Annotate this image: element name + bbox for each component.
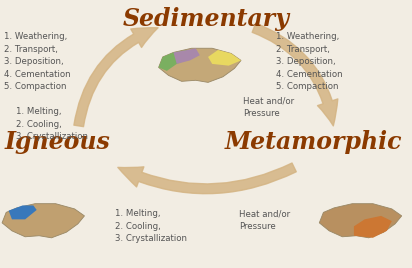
Text: Heat and/or
Pressure: Heat and/or Pressure [239,209,290,230]
Text: 1. Melting,
2. Cooling,
3. Crystallization: 1. Melting, 2. Cooling, 3. Crystallizati… [115,209,187,243]
Text: Igneous: Igneous [5,130,110,154]
Text: 1. Weathering,
2. Transport,
3. Deposition,
4. Cementation
5. Compaction: 1. Weathering, 2. Transport, 3. Depositi… [4,32,71,91]
FancyArrowPatch shape [252,23,338,126]
Text: Sedimentary: Sedimentary [122,7,290,31]
Text: 1. Weathering,
2. Transport,
3. Deposition,
4. Cementation
5. Compaction: 1. Weathering, 2. Transport, 3. Depositi… [276,32,343,91]
Polygon shape [9,205,37,219]
Text: 1. Melting,
2. Cooling,
3. Crystallization: 1. Melting, 2. Cooling, 3. Crystallizati… [16,107,89,141]
Polygon shape [208,50,241,66]
Text: Metamorphic: Metamorphic [225,130,402,154]
Polygon shape [2,204,84,238]
Polygon shape [319,204,402,238]
Polygon shape [159,50,190,71]
Polygon shape [354,216,392,238]
Polygon shape [173,48,200,64]
Text: Heat and/or
Pressure: Heat and/or Pressure [243,96,294,118]
Polygon shape [159,48,241,82]
FancyArrowPatch shape [118,163,296,194]
FancyArrowPatch shape [74,28,158,127]
